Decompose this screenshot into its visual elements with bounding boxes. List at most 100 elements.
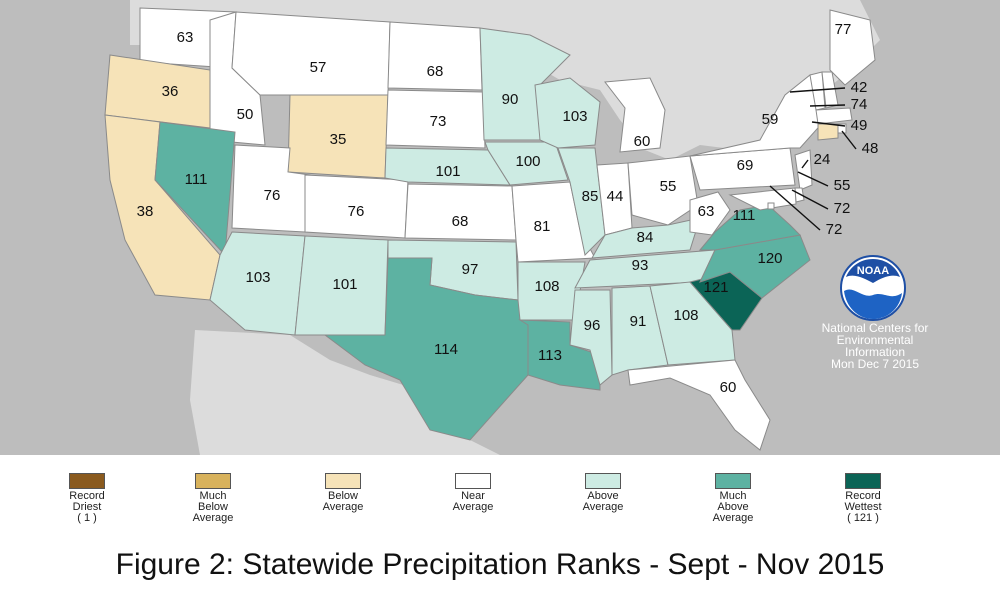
credit-line-2: Environmental [836,333,914,347]
leader-line-nj [801,159,809,169]
credit-block: National Centers for Environmental Infor… [800,322,950,370]
map-panel: 63 36 38 50 111 57 35 76 103 76 101 68 73 101 68 97 114 9… [0,0,1000,455]
state-ga [649,281,736,366]
rank-label-nj: 24 [814,151,831,168]
legend-swatch [715,473,751,489]
legend-swatch [585,473,621,489]
rank-label-nv: 111 [185,171,208,188]
rank-label-mi: 60 [634,133,651,150]
legend-item-near: Near Average [418,473,528,513]
rank-label-tx: 114 [434,341,458,358]
state-ms [569,289,613,386]
rank-label-la: 113 [538,347,562,364]
state-il [557,147,606,257]
rank-label-co: 76 [348,203,365,220]
credit-line-1: National Centers for [821,321,929,335]
legend-label: Above Average [582,490,624,513]
mexico-land [190,330,500,455]
rank-label-ks: 68 [452,213,469,230]
leader-line-md [791,189,829,210]
rank-label-nh: 74 [851,96,868,113]
legend-label: Near Average [452,490,494,513]
credit-line-3: Information [844,345,906,359]
legend-item-above: Above Average [548,473,658,513]
legend-swatch [845,473,881,489]
rank-label-il: 85 [582,188,599,205]
state-nj [794,149,813,191]
state-vt [809,71,826,111]
rank-label-dc: 72 [826,221,843,238]
state-dc [767,202,775,210]
credit-date: Mon Dec 7 2015 [830,357,920,371]
state-tx [323,257,529,441]
rank-label-nc: 120 [757,250,782,267]
rank-label-fl: 60 [720,379,737,396]
noaa-logo: NOAA [840,255,906,321]
rank-label-al: 91 [630,313,647,330]
rank-label-wv: 63 [698,203,715,220]
rank-label-ms: 96 [584,317,601,334]
state-la [518,319,601,391]
legend-item-much-above: Much Above Average [678,473,788,524]
precipitation-rank-map: 63 36 38 50 111 57 35 76 103 76 101 68 73 101 68 97 114 9… [104,0,880,455]
rank-label-ny: 59 [762,111,779,128]
rank-label-in: 44 [607,188,624,205]
leader-line-dc [769,185,821,231]
rank-label-wa: 63 [177,29,194,46]
rank-label-oh: 55 [660,178,677,195]
leader-line-ma [811,121,846,127]
legend: Record Driest ( 1 ) Much Below Average Bel… [0,455,1000,540]
legend-swatch [325,473,361,489]
rank-label-de: 55 [834,177,851,194]
rank-label-me: 77 [835,21,852,38]
leader-line-nh [809,104,846,107]
rank-label-wi: 103 [562,108,587,125]
state-mt [231,11,391,96]
legend-swatch [455,473,491,489]
rank-label-wy: 35 [330,131,347,148]
leader-line-de [797,171,829,187]
legend-label: Record Wettest ( 121 ) [844,490,882,524]
rank-label-ia: 100 [515,153,540,170]
legend-swatch [69,473,105,489]
rank-label-ok: 97 [462,261,479,278]
legend-item-record-wettest: Record Wettest ( 121 ) [808,473,918,524]
state-al [611,285,669,376]
rank-label-ky: 84 [637,229,654,246]
figure-caption: Figure 2: Statewide Precipitation Ranks … [115,548,885,581]
noaa-logo-text: NOAA [857,265,889,277]
state-ma [815,107,853,125]
rank-label-ri: 48 [862,140,879,157]
legend-item-much-below: Much Below Average [158,473,268,524]
leader-line-ri [841,130,857,150]
rank-label-ga: 108 [673,307,698,324]
state-va [698,204,802,251]
state-ne [384,147,511,186]
state-wi [534,77,601,149]
leader-line-vt [789,87,846,93]
rank-label-or: 36 [162,83,179,100]
state-oh [627,155,699,226]
state-me [829,9,876,86]
legend-label: Below Average [322,490,364,513]
rank-label-id: 50 [237,106,254,123]
rank-label-ne: 101 [435,163,460,180]
rank-label-mo: 81 [534,218,551,235]
state-mi [604,77,666,153]
rank-label-nd: 68 [427,63,444,80]
rank-label-sc: 121 [703,279,728,296]
rank-label-tn: 93 [632,257,649,274]
rank-label-ut: 76 [264,187,281,204]
rank-label-va: 111 [733,207,756,224]
rank-label-ar: 108 [534,278,559,295]
rank-label-mt: 57 [310,59,327,76]
rank-label-pa: 69 [737,157,754,174]
state-ct [817,123,839,141]
legend-label: Record Driest ( 1 ) [69,490,105,524]
rank-label-mn: 90 [502,91,519,108]
rank-label-ca: 38 [137,203,154,220]
state-ar [517,261,586,321]
legend-swatch [195,473,231,489]
state-fl [627,359,771,451]
legend-item-record-driest: Record Driest ( 1 ) [32,473,142,524]
